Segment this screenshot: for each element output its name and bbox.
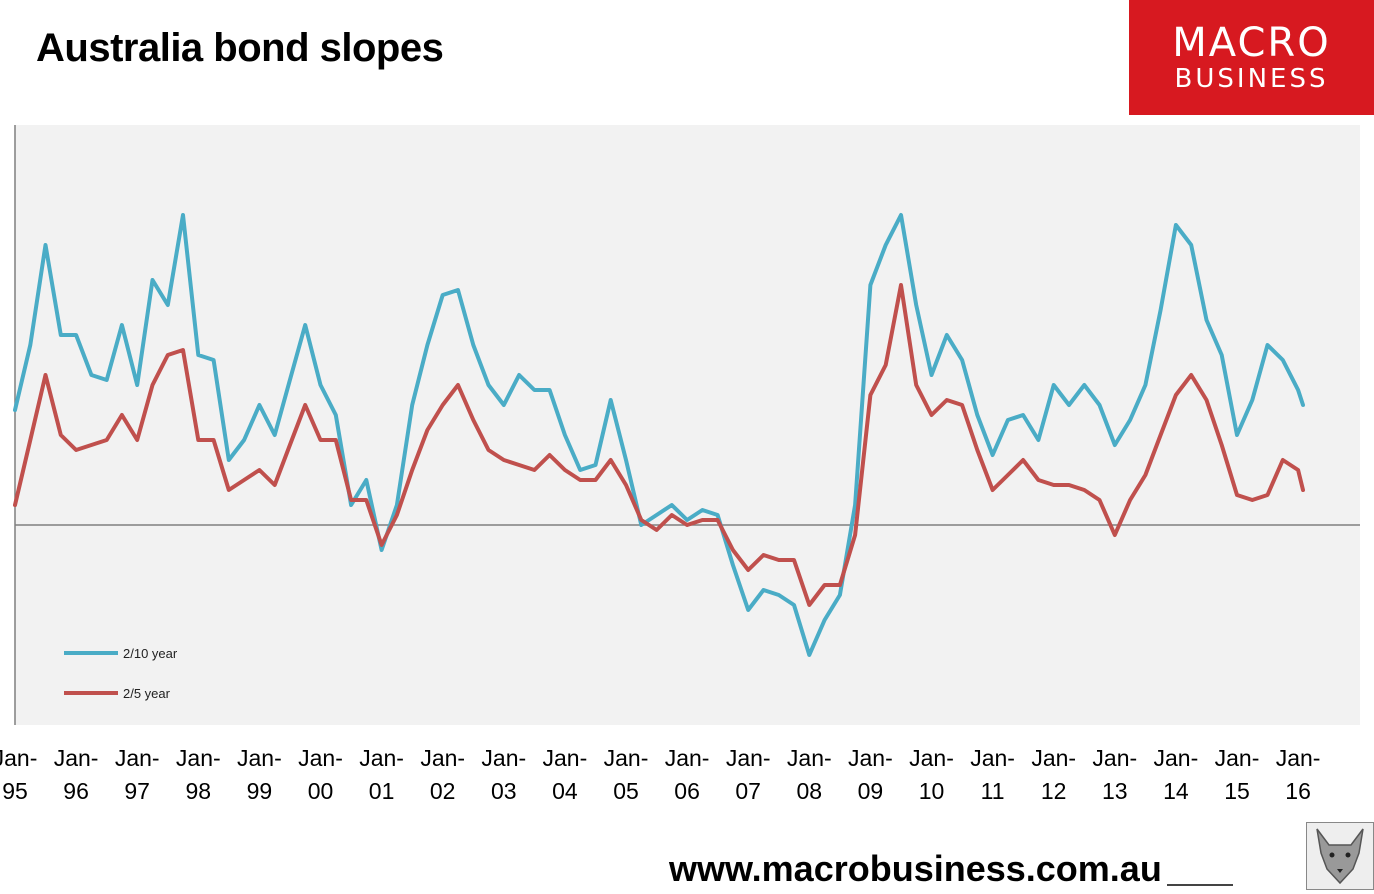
site-url-underline [1167, 884, 1233, 886]
page-title: Australia bond slopes [36, 26, 444, 70]
x-tick-label: Jan-03 [481, 745, 526, 804]
plot-area [15, 125, 1360, 725]
x-tick-label: Jan-05 [604, 745, 649, 804]
x-tick-label: Jan-00 [298, 745, 343, 804]
x-tick-label: Jan-06 [665, 745, 710, 804]
legend-label: 2/10 year [123, 646, 178, 661]
x-tick-label: Jan-96 [54, 745, 99, 804]
logo-line-business: BUSINESS [1174, 64, 1329, 94]
series-line-2-5-year [13, 283, 1305, 607]
x-tick-label: Jan-07 [726, 745, 771, 804]
legend-label: 2/5 year [123, 686, 171, 701]
x-tick-label: Jan-97 [115, 745, 160, 804]
x-tick-label: Jan-14 [1154, 745, 1199, 804]
site-url[interactable]: www.macrobusiness.com.au [669, 848, 1162, 889]
x-tick-label: Jan-98 [176, 745, 221, 804]
series-line-2-10-year [13, 213, 1305, 657]
x-tick-label: Jan-99 [237, 745, 282, 804]
x-tick-label: Jan-16 [1276, 745, 1321, 804]
x-tick-label: Jan-13 [1092, 745, 1137, 804]
x-tick-label: Jan-10 [909, 745, 954, 804]
x-tick-label: Jan-11 [970, 745, 1015, 804]
x-tick-label: Jan-12 [1031, 745, 1076, 804]
x-tick-label: Jan-01 [359, 745, 404, 804]
x-tick-label: Jan-95 [0, 745, 37, 804]
logo-line-macro: MACRO [1172, 20, 1331, 66]
x-tick-label: Jan-09 [848, 745, 893, 804]
x-tick-label: Jan-08 [787, 745, 832, 804]
x-tick-label: Jan-15 [1215, 745, 1260, 804]
macrobusiness-logo[interactable]: MACRO BUSINESS [1129, 0, 1374, 115]
x-tick-label: Jan-04 [543, 745, 588, 804]
x-tick-label: Jan-02 [420, 745, 465, 804]
wolf-logo-icon [1306, 822, 1374, 890]
